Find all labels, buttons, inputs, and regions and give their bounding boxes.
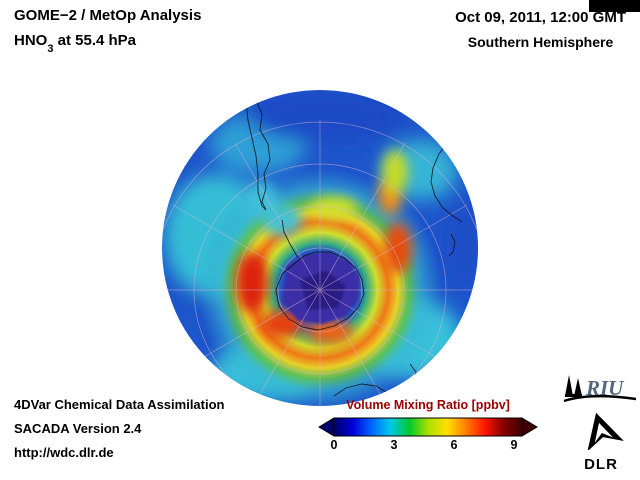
species-name: HNO [14, 32, 48, 49]
wdc-url: http://wdc.dlr.de [14, 445, 114, 460]
colorbar-arrow-right [521, 417, 538, 437]
colorbar: Volume Mixing Ratio [ppbv] 0 3 6 9 [318, 398, 538, 453]
version-label: SACADA Version 2.4 [14, 421, 142, 436]
dlr-logo: DLR [568, 410, 634, 474]
colorbar-tick-9: 9 [510, 438, 518, 452]
riu-logo: RIU [562, 370, 638, 408]
dlr-emblem-icon [587, 412, 624, 452]
species-subscript: 3 [47, 43, 54, 55]
product-title: GOME−2 / MetOp Analysis [14, 7, 202, 24]
hemisphere-map [162, 90, 478, 406]
graticule [162, 120, 478, 406]
colorbar-arrow-left [318, 417, 335, 437]
datetime-label: Oct 09, 2011, 12:00 GMT [455, 9, 626, 26]
colorbar-title: Volume Mixing Ratio [ppbv] [346, 398, 510, 412]
top-right-black-bar [589, 0, 640, 12]
data-field-maxima [236, 150, 412, 344]
colorbar-tick-6: 6 [450, 438, 458, 452]
riu-swoosh [563, 395, 637, 403]
colorbar-scale [318, 417, 538, 437]
colorbar-tick-labels: 0 3 6 9 [318, 437, 538, 453]
dlr-logo-text: DLR [584, 456, 618, 473]
colorbar-tick-3: 3 [390, 438, 398, 452]
plot-title-block: GOME−2 / MetOp Analysis HNO3 at 55.4 hPa [14, 7, 202, 55]
datetime-block: Oct 09, 2011, 12:00 GMT Southern Hemisph… [455, 9, 626, 50]
hemisphere-label: Southern Hemisphere [467, 34, 614, 50]
colorbar-tick-0: 0 [330, 438, 338, 452]
assimilation-label: 4DVar Chemical Data Assimilation [14, 397, 225, 412]
cathedral-icon [565, 375, 582, 397]
colorbar-gradient-bar [333, 417, 523, 437]
pressure-level: at 55.4 hPa [53, 32, 137, 49]
coastlines [245, 99, 463, 397]
species-level-title: HNO3 at 55.4 hPa [14, 32, 201, 55]
